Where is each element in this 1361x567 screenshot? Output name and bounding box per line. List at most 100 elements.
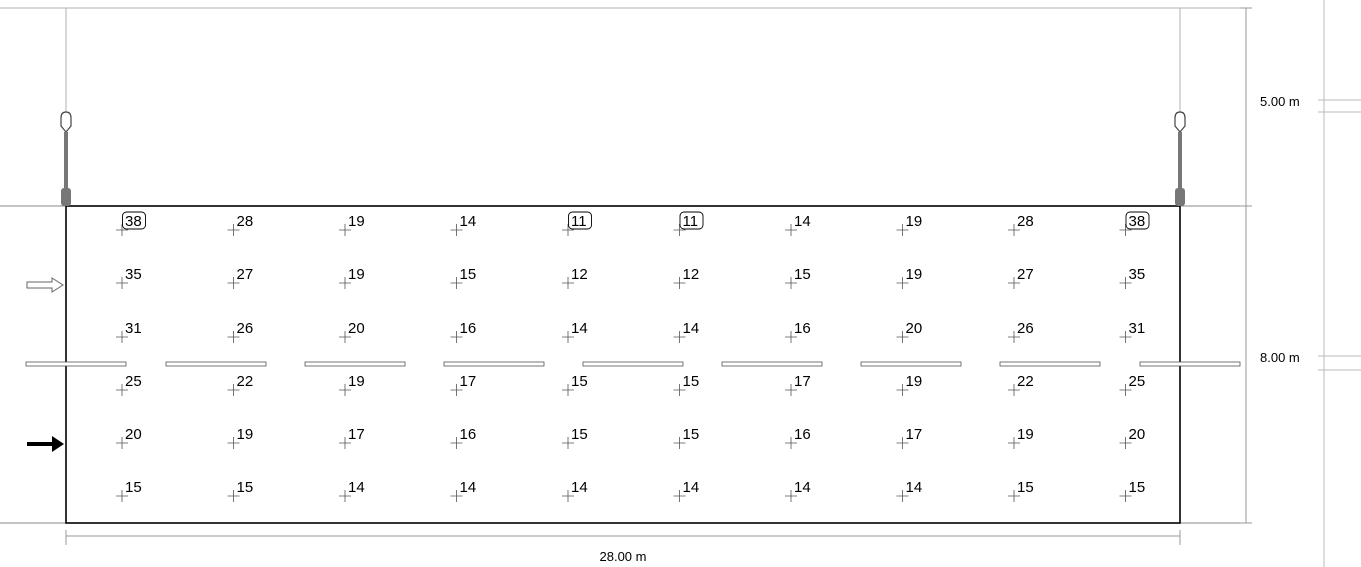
grid-value: 22 [237, 373, 254, 390]
highlight-box [1125, 211, 1150, 230]
grid-value: 14 [794, 213, 811, 230]
road-height-label: 8.00 m [1260, 350, 1300, 365]
grid-point-marker [227, 384, 240, 396]
grid-point-marker [896, 384, 909, 396]
grid-value: 31 [1129, 320, 1146, 337]
grid-point-marker [1008, 224, 1020, 236]
grid-point-marker [450, 224, 463, 236]
grid-point-marker [227, 277, 240, 289]
grid-point-marker [227, 490, 240, 502]
grid-point-marker [562, 331, 574, 343]
grid-value: 15 [571, 373, 588, 390]
grid-value: 26 [1017, 320, 1034, 337]
lane-divider-dash [1139, 361, 1241, 367]
grid-point-marker [116, 224, 128, 236]
grid-value: 17 [460, 373, 477, 390]
grid-point-marker [339, 490, 351, 502]
grid-point-marker [1119, 331, 1132, 343]
grid-value: 14 [460, 213, 477, 230]
outline-arrow-icon [26, 277, 64, 293]
grid-value: 27 [237, 266, 254, 283]
grid-value: 16 [794, 320, 811, 337]
grid-value: 19 [906, 213, 923, 230]
grid-point-marker [1119, 384, 1132, 396]
grid-value: 20 [348, 320, 365, 337]
grid-value: 38 [1129, 213, 1146, 230]
grid-point-marker [227, 224, 240, 236]
width-label: 28.00 m [600, 549, 647, 564]
grid-value: 14 [571, 320, 588, 337]
grid-point-marker [896, 277, 909, 289]
grid-value: 28 [1017, 213, 1034, 230]
grid-point-marker [673, 224, 686, 236]
grid-point-marker [116, 384, 128, 396]
solid-arrow-icon [27, 436, 64, 452]
grid-point-marker [562, 437, 574, 449]
grid-point-marker [896, 437, 909, 449]
grid-value: 16 [460, 426, 477, 443]
grid-point-marker [450, 277, 463, 289]
grid-point-marker [1008, 331, 1020, 343]
grid-point-marker [339, 437, 351, 449]
grid-point-marker [673, 384, 686, 396]
grid-value: 15 [683, 373, 700, 390]
grid-point-marker [1008, 384, 1020, 396]
grid-value: 11 [683, 213, 699, 230]
grid-point-marker [339, 384, 351, 396]
grid-value: 15 [571, 426, 588, 443]
width-dimension: 28.00 m [65, 530, 1181, 564]
grid-value: 19 [237, 426, 254, 443]
grid-value: 14 [906, 479, 923, 496]
grid-value: 14 [794, 479, 811, 496]
illuminance-grid: 38 28 19 14 11 11 14 19 28 38 35 27 19 15 12 12 15 19 27 35… [116, 211, 1150, 502]
sidewalk-height-label: 5.00 m [1260, 94, 1300, 109]
grid-value: 19 [1017, 426, 1034, 443]
grid-value: 14 [460, 479, 477, 496]
grid-value: 16 [794, 426, 811, 443]
grid-point-marker [562, 277, 574, 289]
grid-point-marker [116, 490, 128, 502]
grid-point-marker [562, 224, 574, 236]
grid-point-marker [673, 490, 686, 502]
grid-point-marker [1119, 224, 1132, 236]
lane-divider-dash [999, 361, 1101, 367]
grid-point-marker [339, 277, 351, 289]
grid-point-marker [896, 331, 909, 343]
luminaire-right [1174, 111, 1186, 206]
grid-value: 19 [348, 213, 365, 230]
grid-value: 15 [125, 479, 142, 496]
grid-value: 17 [906, 426, 923, 443]
grid-point-marker [562, 490, 574, 502]
luminaire-left [60, 111, 72, 206]
grid-value: 31 [125, 320, 142, 337]
grid-point-marker [785, 437, 797, 449]
grid-point-marker [673, 331, 686, 343]
grid-value: 15 [460, 266, 477, 283]
lane-divider-dash [721, 361, 823, 367]
grid-value: 38 [125, 213, 142, 230]
grid-point-marker [116, 277, 128, 289]
grid-value: 27 [1017, 266, 1034, 283]
grid-point-marker [1119, 277, 1132, 289]
grid-value: 20 [125, 426, 142, 443]
grid-value: 17 [794, 373, 811, 390]
grid-point-marker [785, 277, 797, 289]
grid-value: 26 [237, 320, 254, 337]
grid-point-marker [673, 277, 686, 289]
grid-point-marker [450, 384, 463, 396]
lane-divider-dash [443, 361, 545, 367]
grid-value: 19 [906, 266, 923, 283]
grid-value: 16 [460, 320, 477, 337]
grid-point-marker [785, 384, 797, 396]
grid-value: 14 [348, 479, 365, 496]
grid-value: 22 [1017, 373, 1034, 390]
grid-value: 25 [125, 373, 142, 390]
lane-divider-dash [860, 361, 962, 367]
grid-point-marker [450, 331, 463, 343]
grid-value: 20 [1129, 426, 1146, 443]
grid-point-marker [785, 331, 797, 343]
grid-point-marker [339, 331, 351, 343]
grid-value: 15 [794, 266, 811, 283]
lane-divider-dash [25, 361, 127, 367]
